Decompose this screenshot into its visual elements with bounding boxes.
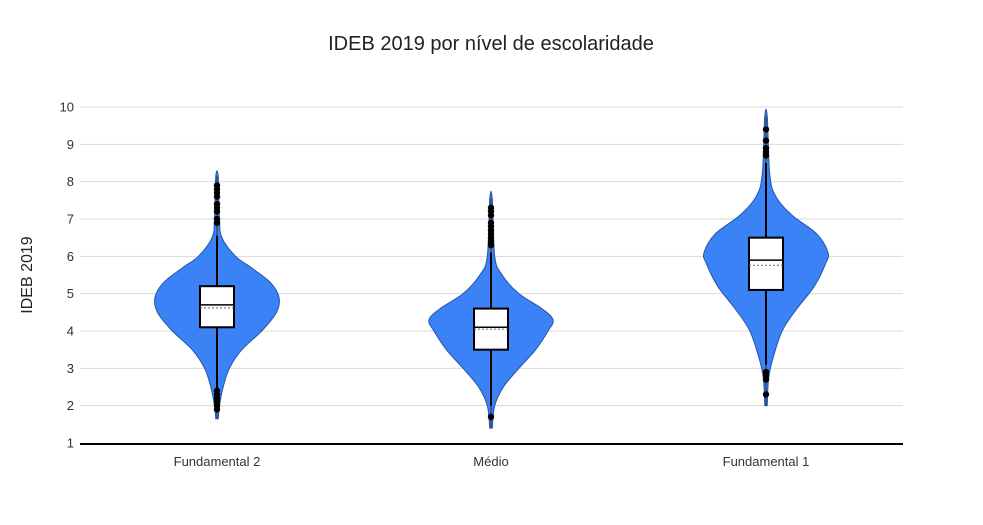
outlier-point <box>762 368 770 376</box>
violins <box>154 108 830 429</box>
category-label: Médio <box>473 454 508 469</box>
outlier-point <box>762 137 770 144</box>
outlier-point <box>487 413 495 421</box>
outlier-point <box>487 204 495 211</box>
chart-title: IDEB 2019 por nível de escolaridade <box>328 33 654 55</box>
y-tick-label: 3 <box>67 361 74 376</box>
y-tick-label: 9 <box>67 137 74 152</box>
y-axis-label: IDEB 2019 <box>19 236 36 313</box>
outlier-point <box>213 387 221 394</box>
outlier-point <box>213 215 221 223</box>
y-tick-label: 2 <box>67 398 74 413</box>
category-label: Fundamental 1 <box>723 454 810 469</box>
y-tick-label: 4 <box>67 324 74 339</box>
y-tick-labels: 1 2 3 4 5 6 7 8 9 10 <box>60 100 74 451</box>
violin-group <box>154 170 280 420</box>
iqr-box <box>748 236 784 291</box>
category-labels: Fundamental 2 Médio Fundamental 1 <box>174 454 810 469</box>
y-tick-label: 5 <box>67 286 74 301</box>
y-tick-label: 10 <box>60 100 74 115</box>
outlier-point <box>213 182 221 189</box>
violin-group <box>428 190 554 429</box>
y-tick-label: 1 <box>67 436 74 451</box>
y-tick-label: 6 <box>67 249 74 264</box>
outlier-point <box>762 144 770 152</box>
outlier-point <box>762 126 770 133</box>
y-tick-label: 7 <box>67 212 74 227</box>
y-tick-label: 8 <box>67 174 74 189</box>
violin-group <box>702 108 830 407</box>
category-label: Fundamental 2 <box>174 454 261 469</box>
outlier-point <box>213 200 221 208</box>
iqr-box <box>199 285 235 329</box>
outlier-point <box>762 391 770 398</box>
outlier-point <box>487 219 495 226</box>
